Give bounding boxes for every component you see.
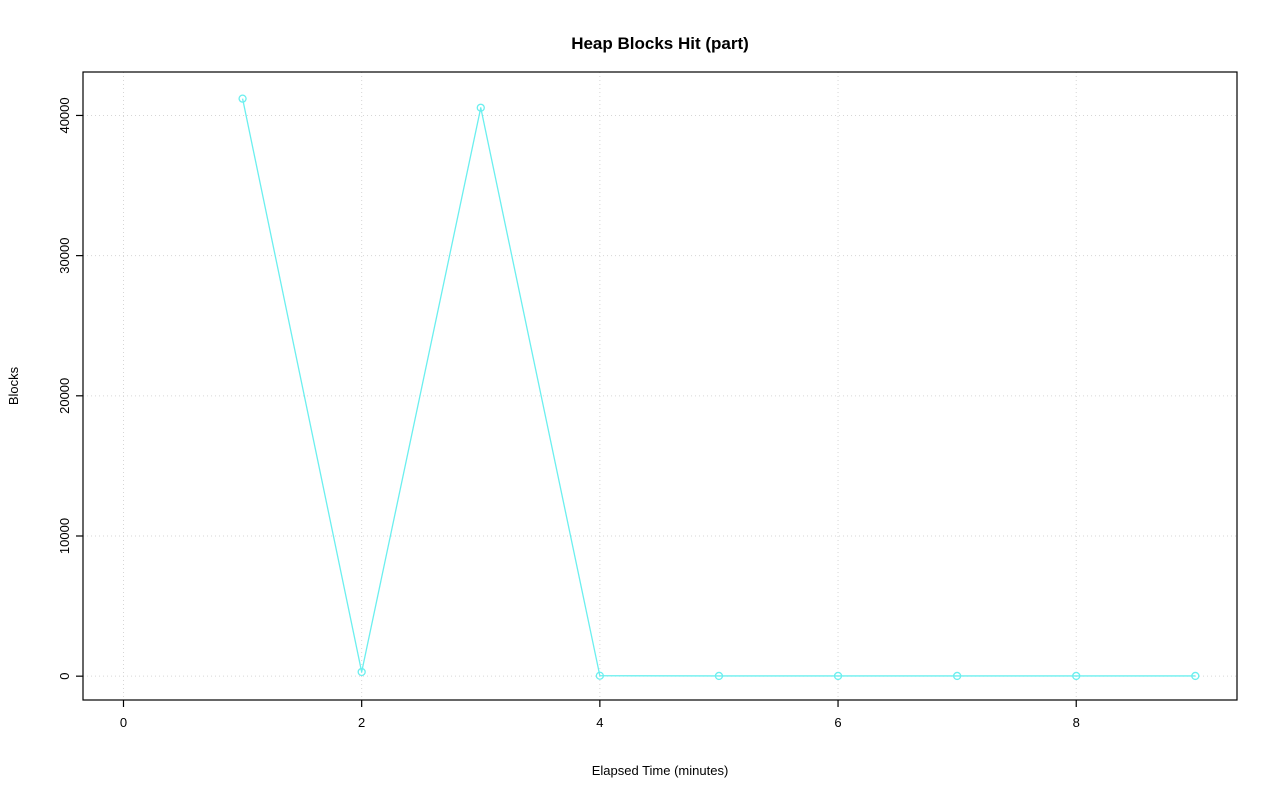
chart-title: Heap Blocks Hit (part) — [571, 34, 749, 53]
y-tick-label: 30000 — [57, 238, 72, 274]
data-point-marker — [1072, 671, 1081, 681]
y-tick-label: 20000 — [57, 378, 72, 414]
y-tick-label: 10000 — [57, 518, 72, 554]
data-series — [238, 94, 1200, 681]
data-point-marker — [952, 671, 962, 681]
data-point-marker — [595, 671, 605, 680]
x-tick-label: 8 — [1073, 715, 1080, 730]
data-point-marker — [357, 667, 366, 677]
y-tick-label: 0 — [57, 673, 72, 680]
x-tick-label: 4 — [596, 715, 603, 730]
plot-border — [82, 71, 1238, 701]
data-point-marker — [238, 94, 247, 103]
axis-ticks — [76, 114, 1077, 707]
y-tick-label: 40000 — [57, 97, 72, 133]
axis-tick-labels: 0 2 4 6 8 0 10000 20000 30000 40000 — [57, 97, 1080, 730]
x-tick-label: 6 — [834, 715, 841, 730]
y-axis-label: Blocks — [6, 366, 21, 405]
data-point-marker — [476, 103, 485, 112]
x-tick-label: 0 — [120, 715, 127, 730]
data-point-marker — [714, 671, 724, 681]
x-tick-label: 2 — [358, 715, 365, 730]
x-axis-label: Elapsed Time (minutes) — [592, 763, 729, 778]
data-point-marker — [1191, 671, 1200, 681]
data-point-marker — [833, 671, 843, 681]
series-line — [241, 98, 1196, 677]
